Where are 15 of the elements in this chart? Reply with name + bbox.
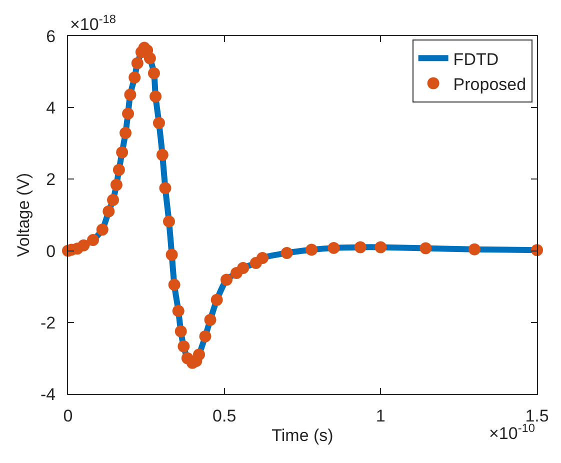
x-tick-label: 0.5: [212, 406, 236, 426]
text: ×10$^{-18}$: [70, 12, 116, 34]
y-tick-label: 2: [46, 170, 56, 190]
y-tick-label: -2: [40, 313, 56, 332]
y-tick-label: -4: [40, 384, 56, 404]
text: ×10$^{-10}$: [489, 421, 536, 444]
legend-label: FDTD: [453, 50, 499, 69]
y-tick-label: 6: [46, 26, 56, 46]
y-tick-label: 0: [46, 242, 56, 261]
legend-label: Proposed: [453, 74, 526, 94]
y-tick-label: 4: [46, 98, 56, 118]
x-tick-label: 1: [376, 406, 386, 426]
x-tick-label: 0: [63, 406, 73, 426]
y-axis-title: Voltage (V): [14, 172, 34, 258]
x-axis-title: Time (s): [272, 426, 334, 445]
